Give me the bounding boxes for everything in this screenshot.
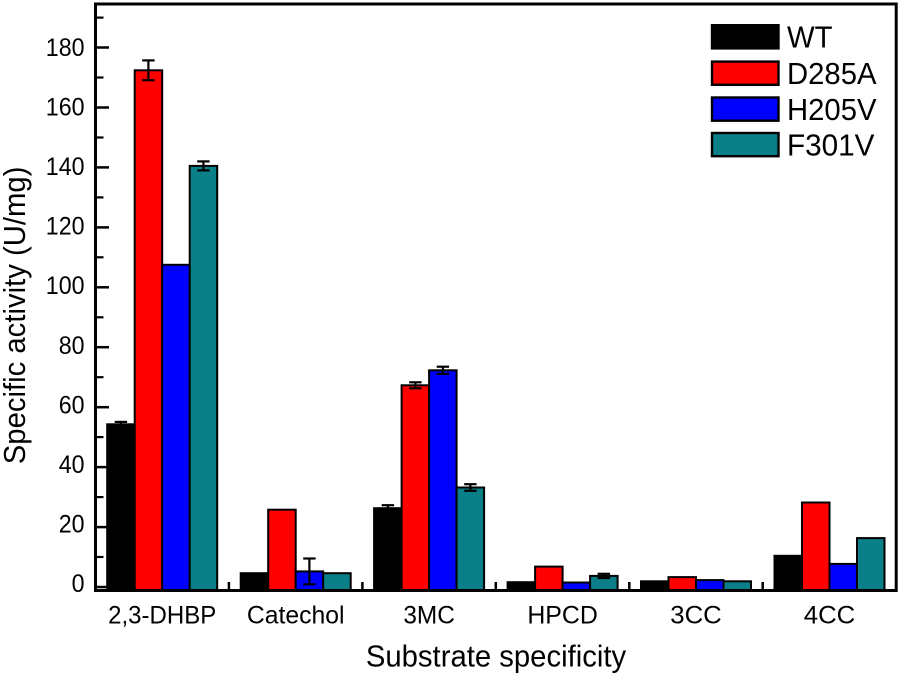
svg-text:3CC: 3CC (670, 601, 722, 629)
svg-text:40: 40 (59, 451, 85, 479)
svg-text:0: 0 (72, 570, 85, 598)
svg-text:160: 160 (46, 94, 85, 122)
svg-text:140: 140 (46, 153, 85, 181)
svg-text:100: 100 (46, 272, 85, 300)
svg-text:80: 80 (59, 332, 85, 360)
svg-text:WT: WT (787, 21, 833, 55)
svg-text:4CC: 4CC (804, 601, 856, 629)
svg-text:HPCD: HPCD (527, 601, 598, 629)
svg-text:F301V: F301V (787, 129, 875, 163)
svg-text:20: 20 (59, 510, 85, 538)
svg-text:D285A: D285A (787, 57, 877, 91)
svg-text:Substrate specificity: Substrate specificity (366, 640, 627, 674)
svg-text:2,3-DHBP: 2,3-DHBP (108, 601, 216, 629)
svg-text:180: 180 (46, 34, 85, 62)
svg-text:Specific activity (U/mg): Specific activity (U/mg) (0, 167, 32, 465)
svg-text:Catechol: Catechol (247, 601, 345, 629)
svg-text:H205V: H205V (787, 93, 877, 127)
svg-text:60: 60 (59, 391, 85, 419)
svg-text:120: 120 (46, 213, 85, 241)
svg-text:3MC: 3MC (403, 601, 455, 629)
